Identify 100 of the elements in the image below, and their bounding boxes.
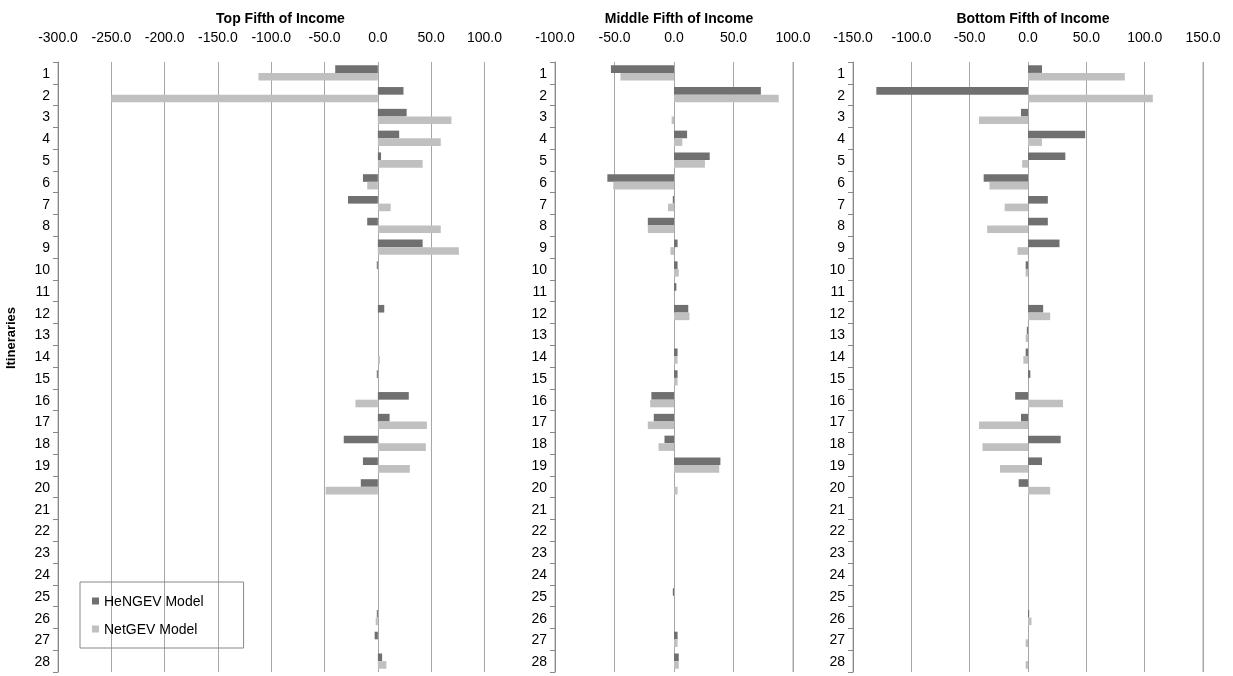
x-tick-label: 0.0 — [1018, 29, 1038, 45]
legend-label: NetGEV Model — [104, 621, 198, 637]
bar — [674, 160, 705, 168]
x-tick-label: 0.0 — [664, 29, 684, 45]
y-tick-label: 11 — [830, 282, 846, 299]
y-tick-label: 7 — [42, 195, 51, 212]
bar — [377, 304, 385, 313]
bar — [377, 356, 380, 364]
bar — [674, 152, 710, 161]
bar — [377, 138, 441, 146]
y-tick-label: 9 — [539, 239, 548, 256]
y-tick-label: 15 — [829, 369, 846, 386]
y-tick-label: 22 — [829, 522, 846, 539]
chart-title: Top Fifth of Income — [216, 10, 346, 26]
y-tick-label: 8 — [42, 217, 51, 234]
y-tick-label: 13 — [34, 326, 51, 343]
y-tick-label: 24 — [531, 565, 548, 582]
x-tick-label: 100.0 — [466, 29, 503, 45]
bar — [674, 356, 678, 364]
y-tick-label: 12 — [829, 304, 846, 321]
y-tick-label: 20 — [34, 478, 51, 495]
y-tick-label: 10 — [531, 260, 548, 277]
bar — [647, 217, 674, 226]
bar — [1021, 108, 1028, 117]
bar — [1028, 399, 1063, 408]
bar — [982, 443, 1028, 451]
y-tick-label: 7 — [837, 195, 846, 212]
bar — [674, 138, 683, 146]
y-tick-label: 27 — [34, 631, 51, 648]
bar — [362, 174, 378, 182]
x-tick-label: -300.0 — [38, 29, 79, 45]
bar — [1000, 465, 1028, 473]
y-tick-label: 13 — [531, 326, 548, 343]
bar — [111, 94, 378, 103]
bar — [355, 399, 378, 408]
y-tick-label: 21 — [829, 500, 846, 517]
y-tick-label: 8 — [837, 217, 846, 234]
y-tick-label: 12 — [34, 304, 51, 321]
bar — [1028, 435, 1061, 444]
bar — [362, 457, 378, 466]
y-tick-label: 18 — [34, 435, 51, 452]
bar — [1017, 247, 1028, 255]
y-tick-label: 5 — [539, 152, 548, 169]
y-tick-label: 25 — [531, 587, 548, 604]
y-axis-title: Itineraries — [3, 306, 18, 370]
bar — [1022, 160, 1028, 168]
bar — [674, 653, 679, 662]
bar — [367, 217, 378, 226]
y-tick-label: 15 — [531, 369, 548, 386]
bar — [674, 130, 688, 139]
bar — [620, 72, 674, 81]
y-tick-label: 4 — [539, 130, 548, 147]
y-tick-label: 17 — [829, 413, 846, 430]
bar — [658, 443, 674, 451]
x-tick-label: -50.0 — [598, 29, 631, 45]
bar — [979, 116, 1028, 125]
y-tick-label: 10 — [829, 260, 846, 277]
y-tick-label: 24 — [829, 565, 846, 582]
bar — [983, 174, 1028, 182]
x-tick-label: -100.0 — [891, 29, 932, 45]
y-tick-label: 1 — [42, 64, 51, 81]
y-tick-label: 19 — [829, 457, 846, 474]
y-tick-label: 1 — [539, 64, 548, 81]
y-tick-label: 24 — [34, 565, 51, 582]
y-tick-label: 2 — [42, 86, 51, 103]
y-tick-label: 16 — [829, 391, 846, 408]
bar — [377, 443, 426, 451]
x-tick-label: 100.0 — [1127, 29, 1163, 45]
y-tick-label: 28 — [829, 653, 846, 670]
y-tick-label: 8 — [539, 217, 548, 234]
bar — [674, 87, 761, 95]
y-tick-label: 3 — [837, 108, 846, 125]
y-tick-label: 27 — [531, 631, 548, 648]
x-tick-label: 150.0 — [1185, 29, 1221, 45]
y-tick-label: 18 — [531, 435, 548, 452]
chart-title: Bottom Fifth of Income — [956, 10, 1110, 26]
x-tick-label: -150.0 — [833, 29, 874, 45]
y-tick-label: 19 — [34, 457, 51, 474]
y-tick-label: 2 — [837, 86, 846, 103]
bar — [377, 653, 383, 662]
y-tick-label: 10 — [34, 260, 51, 277]
y-tick-label: 15 — [34, 369, 51, 386]
bar — [377, 160, 423, 168]
bar — [377, 225, 441, 234]
x-tick-label: -250.0 — [91, 29, 132, 45]
y-tick-label: 26 — [531, 609, 548, 626]
bar — [348, 195, 378, 204]
chart-title: Middle Fifth of Income — [604, 10, 754, 26]
y-tick-label: 20 — [829, 478, 846, 495]
bar — [377, 413, 390, 422]
y-tick-label: 3 — [42, 108, 51, 125]
bar — [367, 181, 378, 190]
bar — [668, 203, 674, 212]
bar — [607, 174, 674, 182]
y-tick-label: 12 — [531, 304, 548, 321]
y-tick-label: 25 — [829, 587, 846, 604]
bar — [610, 65, 674, 73]
bar — [1028, 195, 1048, 204]
y-tick-label: 22 — [531, 522, 548, 539]
y-tick-label: 17 — [531, 413, 548, 430]
